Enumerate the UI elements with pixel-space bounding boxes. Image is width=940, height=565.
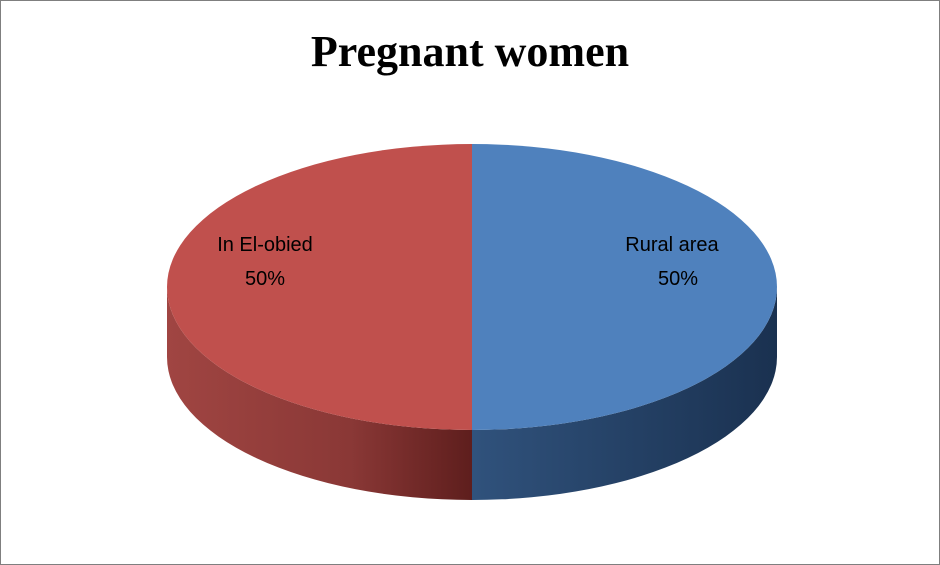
slice-label-in-el-obied-name: In El-obied (217, 234, 313, 256)
pie-side-rural-area (472, 287, 777, 500)
pie-slice-in-el-obied (167, 144, 472, 430)
pie-slice-rural-area (472, 144, 777, 430)
slice-label-in-el-obied-value: 50% (245, 268, 285, 290)
slice-label-rural-area-name: Rural area (625, 234, 719, 256)
pie-side-in-el-obied (167, 287, 472, 500)
slice-label-rural-area-value: 50% (658, 268, 698, 290)
chart-title: Pregnant women (310, 27, 630, 76)
